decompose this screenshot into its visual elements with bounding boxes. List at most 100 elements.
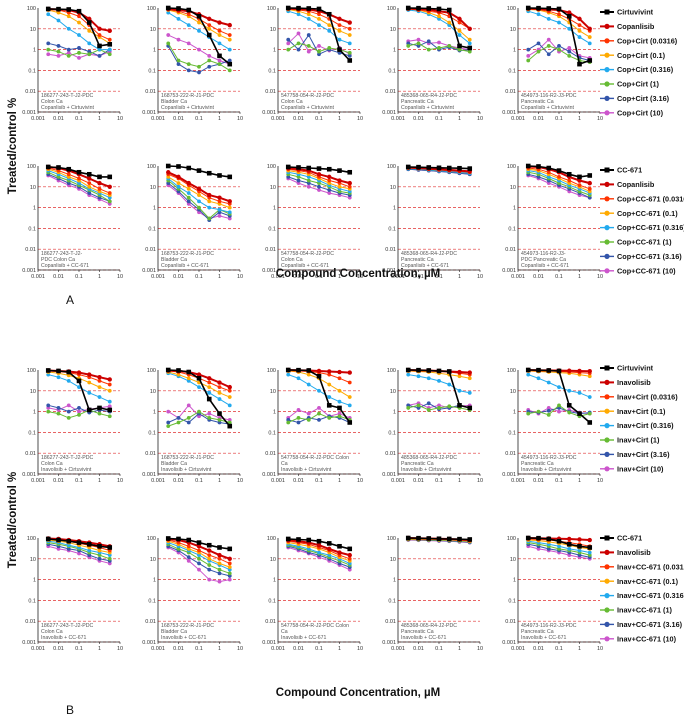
- plot-caption: Copanlisib + CC-671: [401, 263, 449, 269]
- y-tick-label: 0.001: [502, 640, 516, 646]
- data-point: [296, 5, 301, 11]
- plot-caption: 454973-116-R2-J3-PDC: [521, 93, 577, 99]
- legend-entry: Cop+Cirt (10): [617, 108, 664, 117]
- y-tick-label: 0.01: [505, 619, 516, 625]
- legend-entry: Inav+CC-671 (0.1): [617, 577, 679, 586]
- data-point: [437, 406, 441, 410]
- data-point: [577, 543, 582, 549]
- data-point: [45, 164, 51, 170]
- x-tick-label: 0.001: [31, 274, 45, 280]
- plot-caption: Pancreatic Ca: [401, 99, 434, 105]
- data-point: [66, 415, 71, 420]
- plot-caption: 547758-054-R-J2-PDC: [281, 93, 334, 99]
- data-point: [107, 202, 112, 206]
- y-tick-label: 0.01: [145, 451, 156, 457]
- data-point: [77, 46, 81, 50]
- x-tick-label: 10: [117, 646, 123, 652]
- legend-entry: Cop+CC-671 (3.16): [617, 252, 682, 261]
- data-point: [546, 412, 551, 417]
- data-point: [56, 10, 61, 15]
- plot-caption: Copanlisib + Cirtuvivint: [401, 105, 454, 111]
- data-point: [326, 11, 332, 17]
- data-point: [227, 61, 233, 67]
- legend-entry: Inav+Cirt (3.16): [617, 450, 670, 459]
- y-tick-label: 100: [387, 164, 396, 170]
- y-tick-label: 0.1: [28, 226, 36, 232]
- x-tick-label: 1: [98, 646, 101, 652]
- x-tick-label: 10: [477, 478, 483, 484]
- y-tick-label: 10: [30, 27, 36, 33]
- data-point: [327, 415, 332, 420]
- plot-caption: Colon Ca: [41, 461, 63, 467]
- legend-entry: Cop+CC-671 (1): [617, 238, 672, 247]
- y-tick-label: 0.1: [508, 226, 516, 232]
- data-point: [227, 174, 233, 180]
- legend-swatch-marker: [604, 95, 610, 101]
- y-tick-label: 0.01: [145, 247, 156, 253]
- data-point: [107, 377, 112, 382]
- data-point: [217, 199, 222, 204]
- data-point: [467, 41, 472, 46]
- data-point: [536, 174, 541, 179]
- x-tick-label: 0.1: [315, 274, 323, 280]
- data-point: [217, 571, 222, 576]
- data-point: [97, 375, 102, 380]
- plot-caption: 186277-243-T-J2-PDC: [41, 93, 93, 99]
- data-point: [306, 6, 312, 11]
- data-point: [306, 368, 312, 373]
- x-tick-label: 0.001: [511, 274, 525, 280]
- plot-caption: Ca: [281, 629, 288, 635]
- data-point: [166, 33, 171, 37]
- y-tick-label: 1: [33, 578, 36, 584]
- data-point: [97, 395, 102, 399]
- data-point: [326, 541, 332, 546]
- plot-caption: 485368-065-R4-J2-PDC: [401, 623, 457, 629]
- plot-caption: Inavolisib + CC-671: [281, 635, 327, 641]
- x-tick-label: 0.1: [555, 478, 563, 484]
- data-point: [166, 174, 171, 179]
- data-point: [327, 369, 332, 374]
- x-tick-label: 10: [357, 274, 363, 280]
- y-tick-label: 100: [267, 536, 276, 542]
- data-point: [447, 44, 452, 48]
- data-point: [217, 390, 222, 395]
- data-point: [46, 409, 51, 414]
- x-tick-label: 0.01: [533, 646, 544, 652]
- data-point: [347, 58, 353, 63]
- x-tick-label: 1: [578, 646, 581, 652]
- data-point: [196, 375, 202, 381]
- data-point: [285, 536, 291, 542]
- y-tick-label: 1: [273, 410, 276, 416]
- data-point: [347, 546, 353, 552]
- data-point: [176, 368, 181, 373]
- data-point: [557, 12, 561, 17]
- data-point: [406, 44, 411, 48]
- y-tick-label: 10: [150, 27, 156, 33]
- data-point: [416, 403, 421, 408]
- data-point: [76, 370, 82, 375]
- data-point: [66, 181, 71, 186]
- data-point: [76, 8, 82, 14]
- plot-caption: Copanlisib + CC-671: [161, 263, 209, 269]
- data-point: [337, 411, 342, 416]
- data-point: [437, 40, 441, 45]
- data-point: [66, 543, 71, 548]
- data-point: [546, 174, 551, 179]
- data-point: [337, 376, 342, 381]
- data-point: [186, 7, 192, 13]
- data-point: [196, 372, 202, 377]
- x-tick-label: 0.01: [53, 116, 64, 122]
- data-point: [405, 164, 411, 170]
- data-point: [196, 540, 202, 545]
- data-point: [526, 411, 531, 416]
- data-point: [296, 41, 301, 46]
- data-point: [337, 189, 342, 194]
- data-point: [77, 14, 81, 19]
- data-point: [557, 409, 561, 414]
- data-point: [227, 403, 232, 408]
- data-point: [197, 205, 201, 210]
- legend-swatch-marker: [604, 23, 610, 29]
